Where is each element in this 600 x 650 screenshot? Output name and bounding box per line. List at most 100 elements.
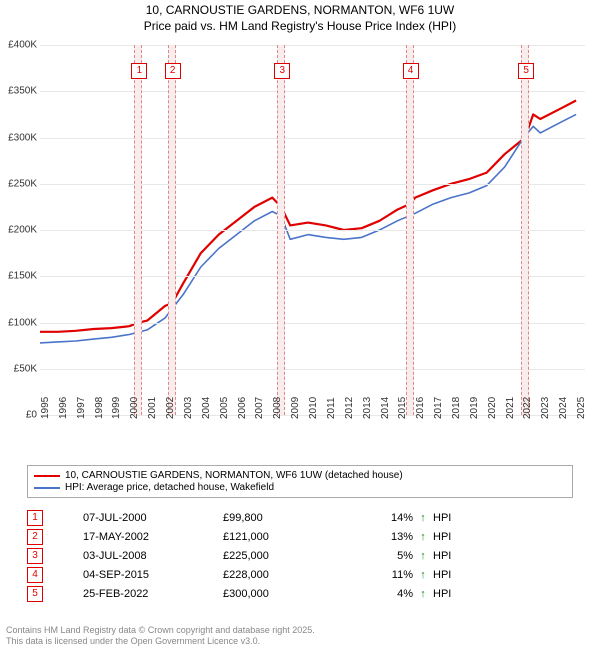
x-axis-label: 2016 xyxy=(415,397,426,419)
x-axis-label: 1995 xyxy=(40,397,51,419)
event-date: 17-MAY-2002 xyxy=(83,531,223,543)
event-price: £99,800 xyxy=(223,512,353,524)
event-tag: HPI xyxy=(433,531,575,543)
y-axis-label: £200K xyxy=(8,225,37,236)
y-axis-label: £50K xyxy=(14,363,37,374)
events-table: 107-JUL-2000£99,80014%↑HPI217-MAY-2002£1… xyxy=(27,508,575,603)
series-line xyxy=(40,114,576,343)
legend-swatch xyxy=(34,487,60,489)
y-axis-label: £150K xyxy=(8,271,37,282)
x-axis-label: 2006 xyxy=(237,397,248,419)
event-marker-band xyxy=(521,45,529,415)
event-price: £121,000 xyxy=(223,531,353,543)
event-diff: 11% xyxy=(353,569,413,581)
x-axis-label: 2020 xyxy=(487,397,498,419)
event-tag: HPI xyxy=(433,512,575,524)
y-axis-label: £100K xyxy=(8,317,37,328)
plot-region: 1 2 3 4 5 xyxy=(40,45,585,416)
y-axis-label: £350K xyxy=(8,86,37,97)
gridline xyxy=(40,230,585,231)
x-axis-label: 1996 xyxy=(58,397,69,419)
event-marker-band xyxy=(406,45,414,415)
gridline xyxy=(40,276,585,277)
gridline xyxy=(40,138,585,139)
x-axis-label: 2003 xyxy=(183,397,194,419)
event-number: 3 xyxy=(27,548,43,564)
event-number: 1 xyxy=(27,510,43,526)
event-marker-band xyxy=(277,45,285,415)
event-marker-number: 1 xyxy=(131,63,147,79)
x-axis-label: 1997 xyxy=(76,397,87,419)
x-axis-label: 2010 xyxy=(308,397,319,419)
x-axis-label: 2015 xyxy=(397,397,408,419)
x-axis-label: 2007 xyxy=(254,397,265,419)
gridline xyxy=(40,184,585,185)
chart-title-block: 10, CARNOUSTIE GARDENS, NORMANTON, WF6 1… xyxy=(0,0,600,34)
event-number: 4 xyxy=(27,567,43,583)
series-line xyxy=(40,101,576,332)
event-diff: 14% xyxy=(353,512,413,524)
x-axis-label: 2009 xyxy=(290,397,301,419)
event-price: £228,000 xyxy=(223,569,353,581)
legend-item: 10, CARNOUSTIE GARDENS, NORMANTON, WF6 1… xyxy=(34,470,566,481)
x-axis-label: 2005 xyxy=(219,397,230,419)
x-axis-label: 2013 xyxy=(362,397,373,419)
gridline xyxy=(40,369,585,370)
x-axis-label: 2023 xyxy=(540,397,551,419)
legend-swatch xyxy=(34,475,60,477)
up-arrow-icon: ↑ xyxy=(413,569,433,581)
x-axis-label: 2021 xyxy=(505,397,516,419)
footer-attribution: Contains HM Land Registry data © Crown c… xyxy=(6,625,315,647)
footer-line-1: Contains HM Land Registry data © Crown c… xyxy=(6,625,315,636)
event-row: 303-JUL-2008£225,0005%↑HPI xyxy=(27,546,575,565)
x-axis-label: 1999 xyxy=(111,397,122,419)
event-tag: HPI xyxy=(433,550,575,562)
x-axis-label: 2002 xyxy=(165,397,176,419)
event-date: 03-JUL-2008 xyxy=(83,550,223,562)
legend-item: HPI: Average price, detached house, Wake… xyxy=(34,482,566,493)
x-axis-label: 2008 xyxy=(272,397,283,419)
event-diff: 13% xyxy=(353,531,413,543)
legend: 10, CARNOUSTIE GARDENS, NORMANTON, WF6 1… xyxy=(27,465,573,498)
x-axis-label: 1998 xyxy=(94,397,105,419)
event-number: 2 xyxy=(27,529,43,545)
event-diff: 4% xyxy=(353,588,413,600)
event-price: £300,000 xyxy=(223,588,353,600)
title-line-1: 10, CARNOUSTIE GARDENS, NORMANTON, WF6 1… xyxy=(0,3,600,19)
event-row: 2 17-MAY-2002£121,00013%↑HPI xyxy=(27,527,575,546)
x-axis-label: 2017 xyxy=(433,397,444,419)
up-arrow-icon: ↑ xyxy=(413,531,433,543)
x-axis-label: 2011 xyxy=(326,397,337,419)
event-marker-band xyxy=(168,45,176,415)
event-number: 5 xyxy=(27,586,43,602)
legend-label: 10, CARNOUSTIE GARDENS, NORMANTON, WF6 1… xyxy=(65,470,403,481)
event-price: £225,000 xyxy=(223,550,353,562)
event-marker-number: 2 xyxy=(165,63,181,79)
event-row: 525-FEB-2022£300,0004%↑HPI xyxy=(27,584,575,603)
footer-line-2: This data is licensed under the Open Gov… xyxy=(6,636,315,647)
x-axis-label: 2022 xyxy=(522,397,533,419)
legend-label: HPI: Average price, detached house, Wake… xyxy=(65,482,274,493)
event-row: 1 07-JUL-2000£99,80014%↑HPI xyxy=(27,508,575,527)
gridline xyxy=(40,45,585,46)
chart-area: 12345 £0£50K£100K£150K£200K£250K£300K£35… xyxy=(40,45,585,435)
x-axis-label: 2018 xyxy=(451,397,462,419)
x-axis-label: 2014 xyxy=(380,397,391,419)
event-tag: HPI xyxy=(433,569,575,581)
event-tag: HPI xyxy=(433,588,575,600)
event-row: 4 04-SEP-2015£228,00011%↑HPI xyxy=(27,565,575,584)
chart-container: 10, CARNOUSTIE GARDENS, NORMANTON, WF6 1… xyxy=(0,0,600,650)
event-marker-number: 3 xyxy=(274,63,290,79)
event-date: 07-JUL-2000 xyxy=(83,512,223,524)
up-arrow-icon: ↑ xyxy=(413,512,433,524)
event-marker-number: 4 xyxy=(403,63,419,79)
event-date: 25-FEB-2022 xyxy=(83,588,223,600)
event-marker-number: 5 xyxy=(518,63,534,79)
x-axis-label: 2024 xyxy=(558,397,569,419)
x-axis-label: 2019 xyxy=(469,397,480,419)
x-axis-label: 2012 xyxy=(344,397,355,419)
event-date: 04-SEP-2015 xyxy=(83,569,223,581)
gridline xyxy=(40,91,585,92)
y-axis-label: £300K xyxy=(8,132,37,143)
gridline xyxy=(40,323,585,324)
